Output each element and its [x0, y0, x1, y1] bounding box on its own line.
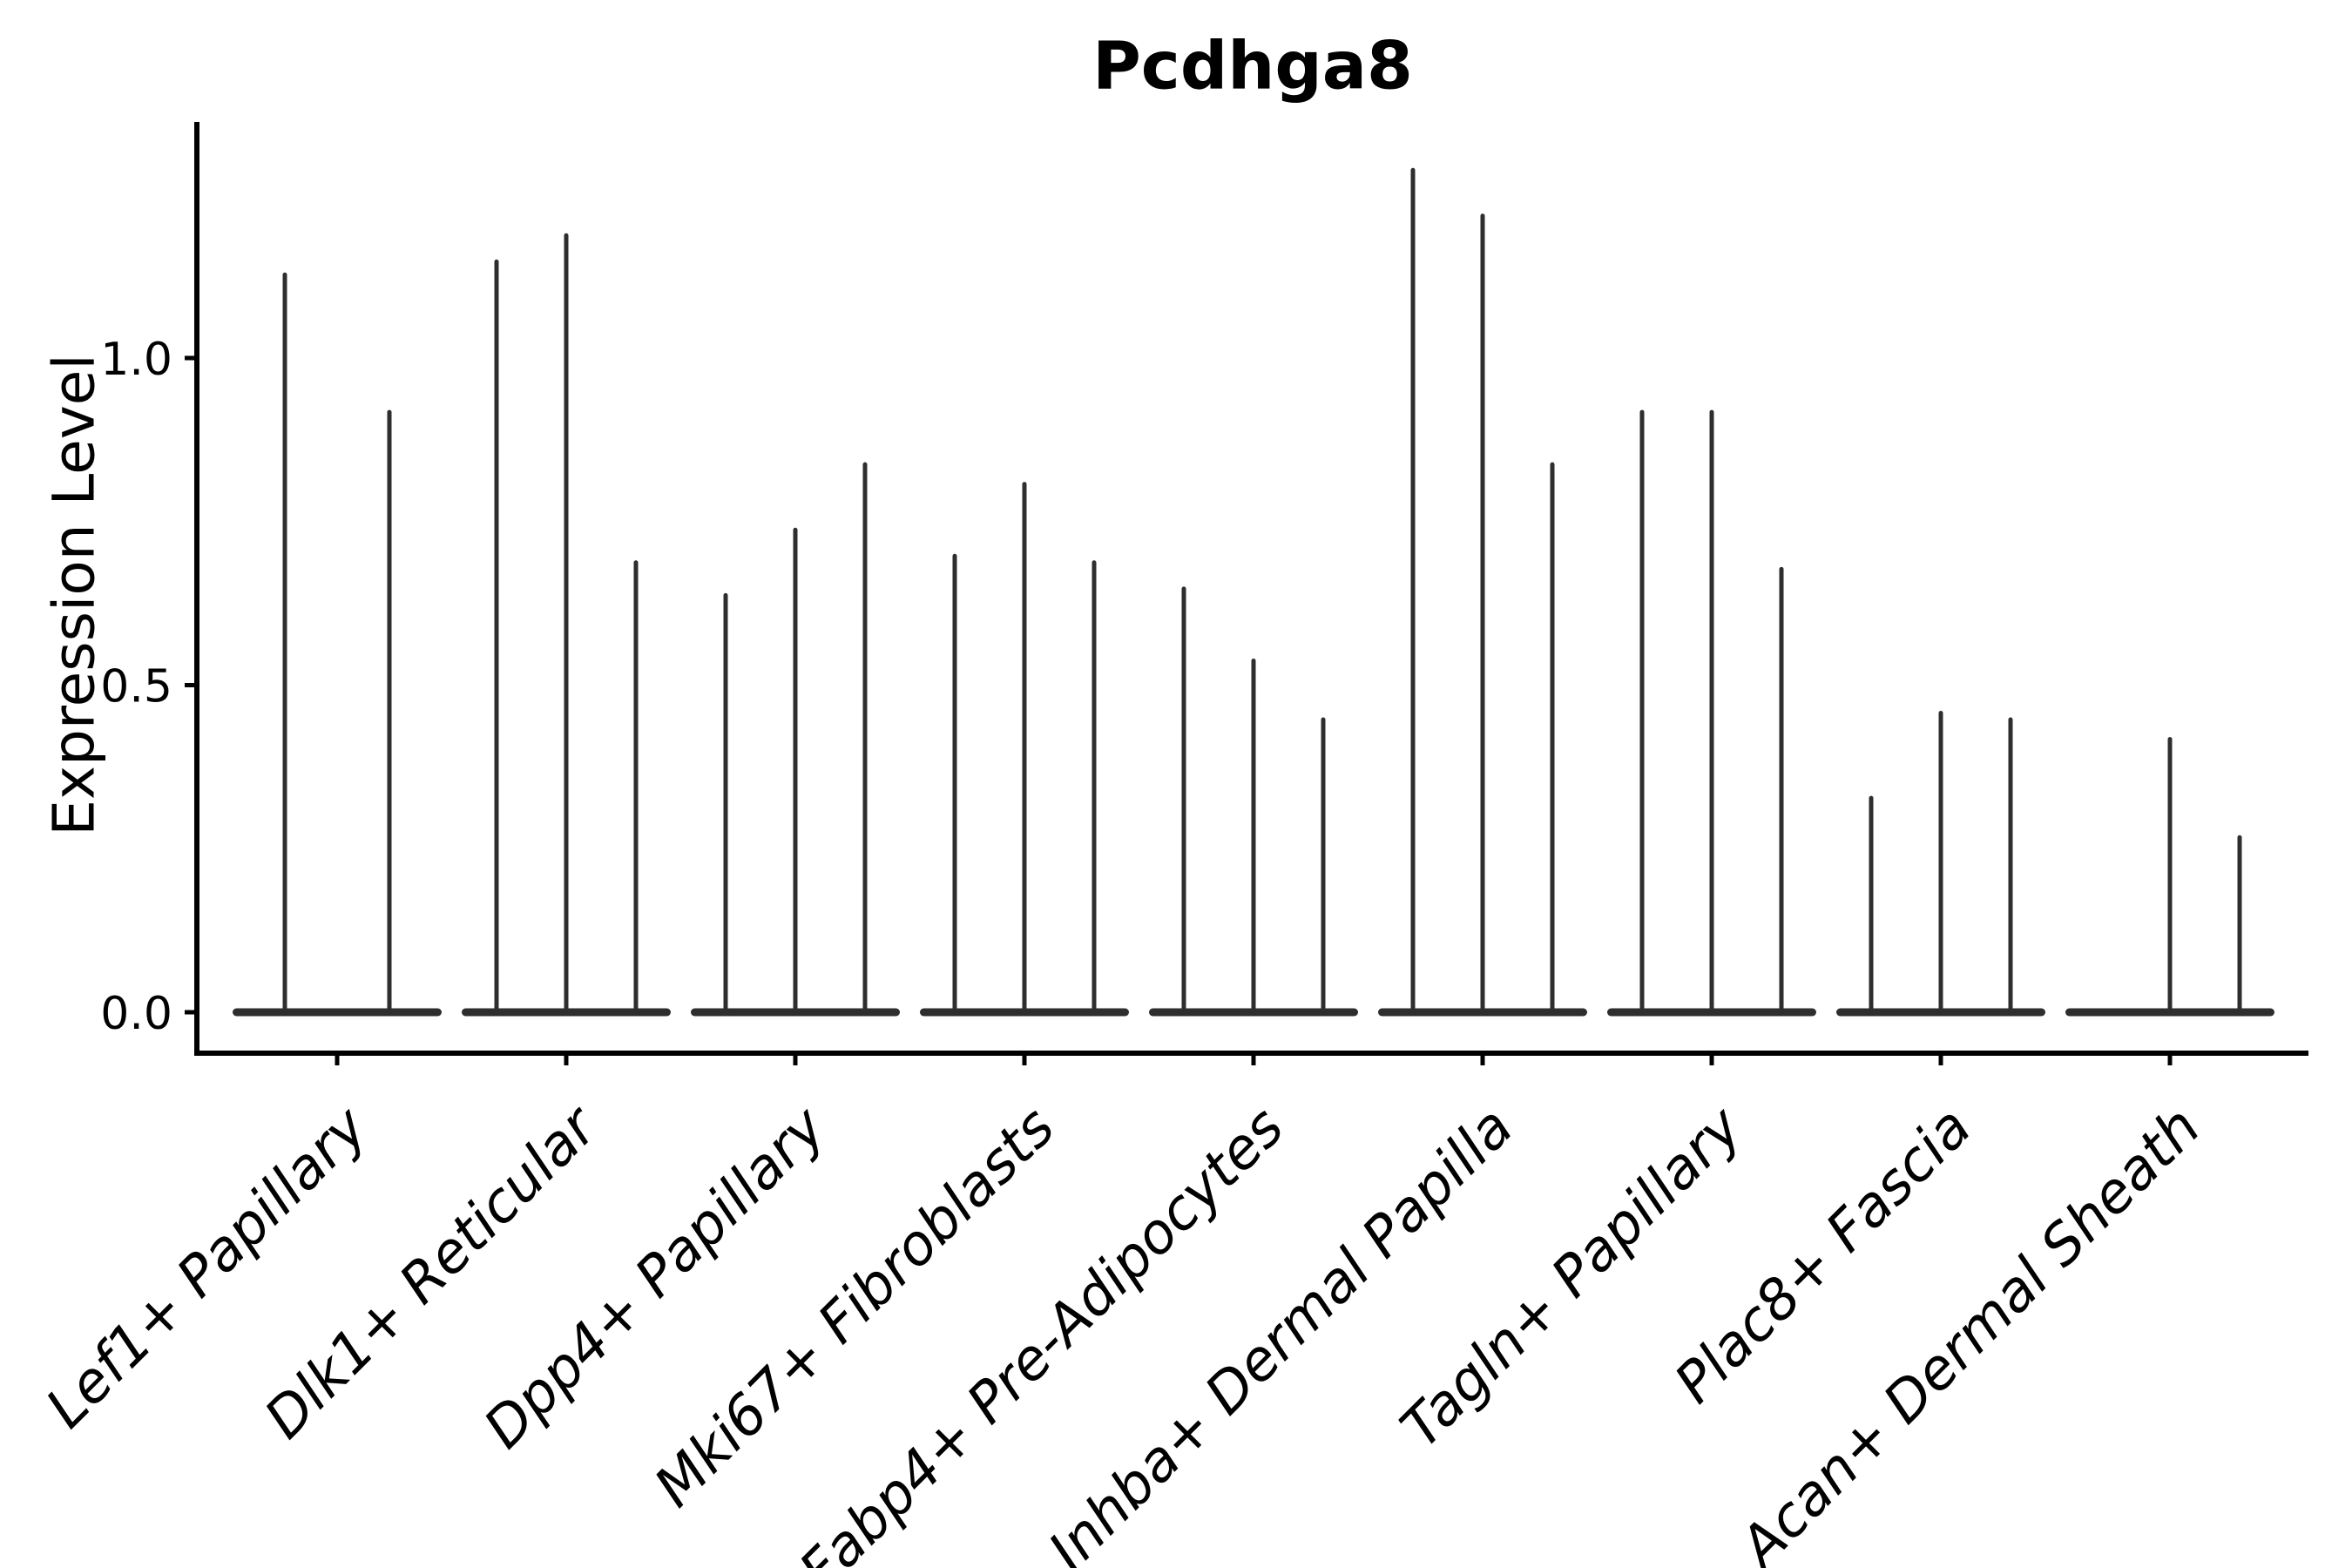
x-tick-label: Inhba+ Dermal Papilla: [1037, 1095, 1525, 1568]
y-axis-spine: [194, 122, 199, 1056]
violin-group: [462, 233, 671, 1017]
x-tick-label: Mki67+ Fibroblasts: [643, 1095, 1068, 1520]
violin-group: [1149, 586, 1358, 1017]
violin-group: [1607, 409, 1816, 1017]
violin-group: [233, 272, 442, 1017]
violin-base: [233, 1008, 442, 1017]
violins: [233, 167, 2274, 1017]
violin-group: [1378, 167, 1587, 1017]
y-tick-label: 1.0: [100, 334, 172, 386]
y-axis-ticks: 0.0 0.5 1.0: [100, 334, 194, 1040]
x-axis-spine: [194, 1051, 2308, 1056]
y-axis-label: Expression Level: [41, 354, 108, 835]
y-tick-label: 0.0: [100, 988, 172, 1040]
y-tick-label: 0.5: [100, 661, 172, 713]
violin-group: [1836, 711, 2045, 1017]
x-tick-label: Acan+ Dermal Sheath: [1726, 1095, 2213, 1568]
violin-group: [691, 462, 900, 1017]
violin-group: [920, 482, 1129, 1017]
chart-title: Pcdhga8: [1092, 27, 1413, 105]
violin-group: [2065, 737, 2274, 1017]
